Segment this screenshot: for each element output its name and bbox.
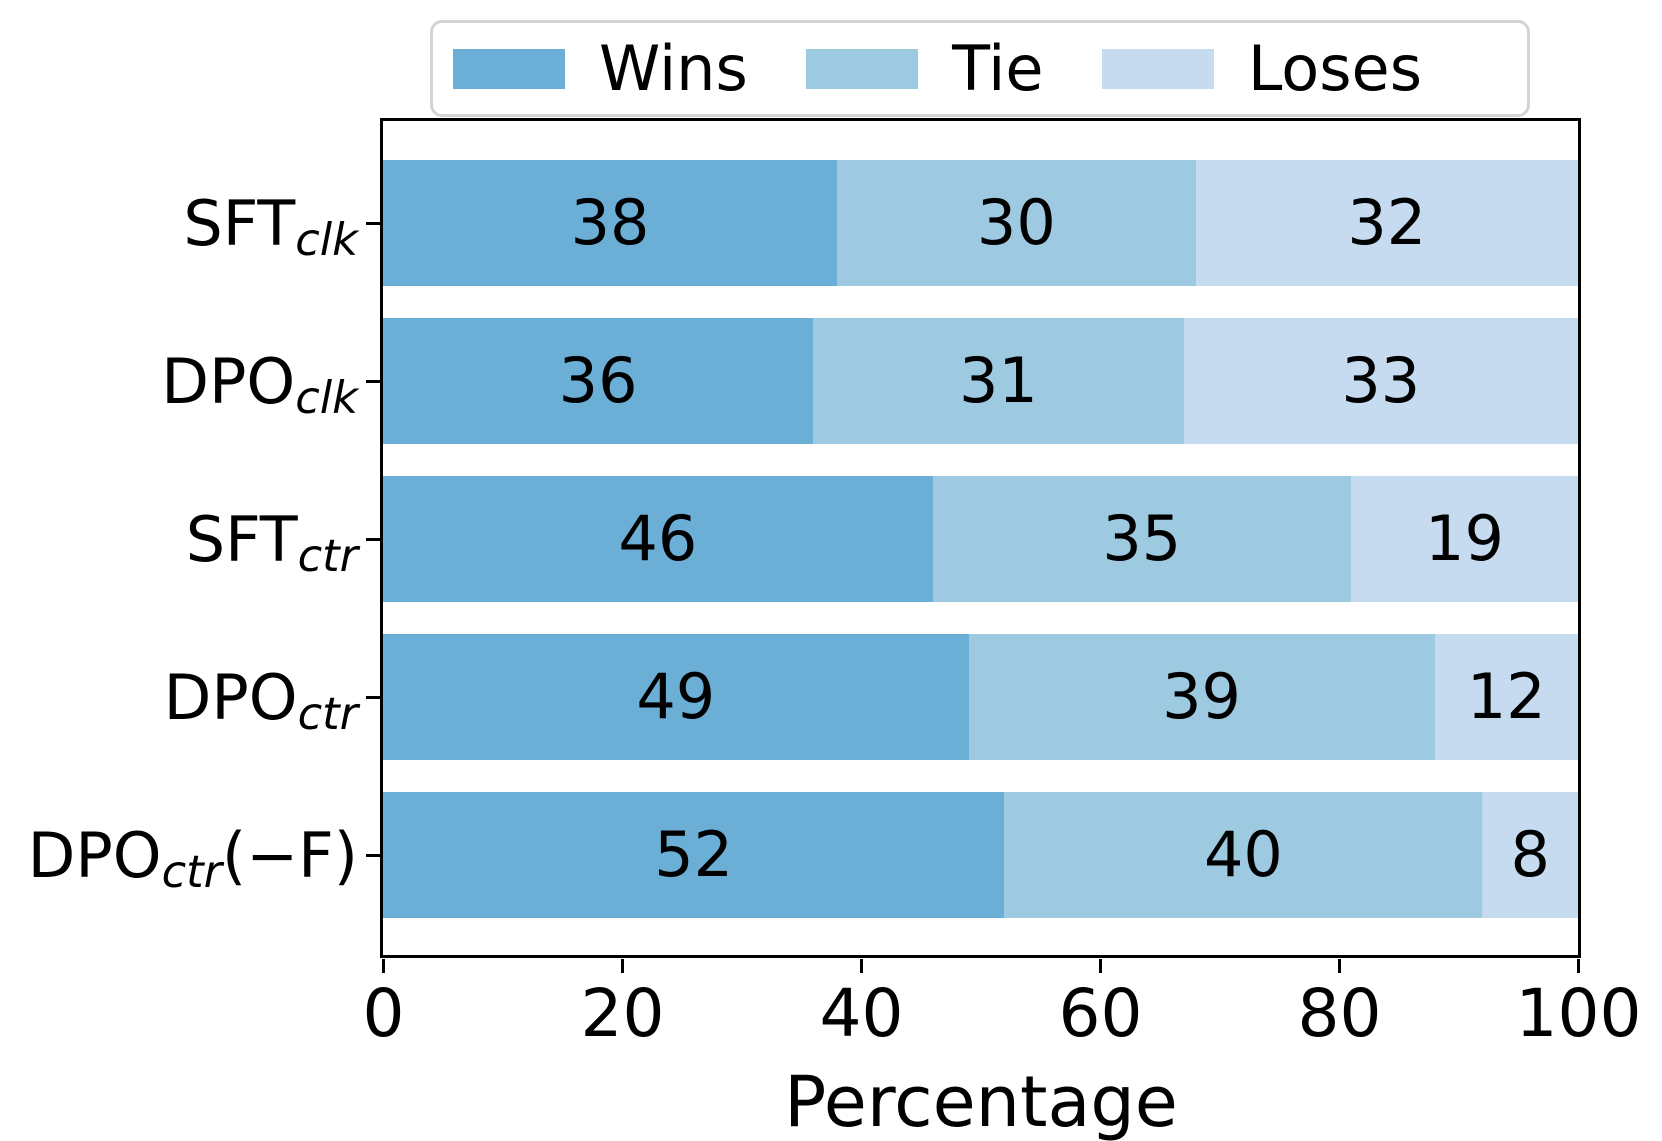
- category-label-dpo-clk: DPOclk: [0, 337, 358, 427]
- legend-item-tie: Tie: [806, 31, 1044, 105]
- x-tick-label-100: 100: [1515, 975, 1642, 1052]
- x-tick: [1337, 959, 1342, 973]
- legend-item-wins: Wins: [453, 31, 748, 105]
- bar-row-dpo-ctr-f: 52 40 8: [383, 792, 1578, 918]
- y-tick: [366, 537, 380, 542]
- bar-segment-tie-dpo-ctr: 39: [968, 634, 1435, 760]
- bar-segment-wins-sft-clk: 38: [383, 160, 838, 286]
- bar-value: 36: [558, 344, 638, 417]
- x-tick: [859, 959, 864, 973]
- bar-value: 38: [570, 186, 650, 259]
- plot-area: 38 30 32 36 31 33 46 35 19 49 39 12 52 40 8: [380, 118, 1581, 958]
- bar-value: 30: [976, 186, 1056, 259]
- bar-value: 46: [618, 502, 698, 575]
- bar-value: 49: [636, 660, 716, 733]
- legend-swatch-tie: [806, 48, 919, 89]
- x-tick: [620, 959, 625, 973]
- x-tick-label-60: 60: [1058, 975, 1143, 1052]
- x-tick-label-80: 80: [1297, 975, 1382, 1052]
- y-tick: [366, 379, 380, 384]
- bar-value: 19: [1425, 502, 1504, 575]
- y-tick: [366, 695, 380, 700]
- legend-label-wins: Wins: [599, 31, 748, 105]
- bar-row-sft-ctr: 46 35 19: [383, 476, 1578, 602]
- bar-value: 8: [1510, 818, 1550, 891]
- legend-swatch-loses: [1101, 48, 1214, 89]
- y-tick: [366, 221, 380, 226]
- bar-segment-loses-dpo-ctr: 12: [1434, 634, 1578, 760]
- bar-row-sft-clk: 38 30 32: [383, 160, 1578, 286]
- bar-value: 52: [654, 818, 734, 891]
- category-label-subscript: ctr: [161, 845, 222, 898]
- x-tick-label-40: 40: [819, 975, 904, 1052]
- bar-row-dpo-clk: 36 31 33: [383, 318, 1578, 444]
- bar-segment-tie-sft-ctr: 35: [932, 476, 1351, 602]
- legend-swatch-wins: [453, 48, 565, 89]
- category-label-text: (−F): [222, 818, 358, 892]
- bar-segment-tie-sft-clk: 30: [837, 160, 1196, 286]
- legend: Wins Tie Loses: [430, 20, 1530, 117]
- category-label-text: SFT: [185, 502, 298, 576]
- bar-value: 35: [1102, 502, 1182, 575]
- category-label-text: DPO: [163, 660, 298, 734]
- bar-value: 31: [958, 344, 1038, 417]
- x-tick: [1098, 959, 1103, 973]
- bar-segment-wins-dpo-clk: 36: [383, 318, 814, 444]
- category-label-dpo-ctr-f: DPOctr(−F): [0, 811, 358, 901]
- category-label-text: SFT: [183, 186, 296, 260]
- y-tick: [366, 853, 380, 858]
- bar-segment-wins-dpo-ctr-f: 52: [383, 792, 1005, 918]
- x-tick: [381, 959, 386, 973]
- bar-value: 39: [1162, 660, 1242, 733]
- category-label-text: DPO: [161, 344, 296, 418]
- category-label-subscript: clk: [295, 213, 358, 266]
- category-label-subscript: ctr: [297, 687, 358, 740]
- category-label-sft-ctr: SFTctr: [0, 495, 358, 585]
- x-tick-label-20: 20: [580, 975, 665, 1052]
- legend-label-loses: Loses: [1247, 31, 1422, 105]
- bar-row-dpo-ctr: 49 39 12: [383, 634, 1578, 760]
- bar-segment-wins-sft-ctr: 46: [383, 476, 933, 602]
- bar-value: 40: [1203, 818, 1283, 891]
- legend-label-tie: Tie: [952, 31, 1044, 105]
- x-tick-label-0: 0: [362, 975, 405, 1052]
- category-label-text: DPO: [27, 818, 162, 892]
- category-label-sft-clk: SFTclk: [0, 179, 358, 269]
- category-label-subscript: ctr: [297, 529, 358, 582]
- x-axis-title: Percentage: [784, 1061, 1178, 1141]
- x-tick: [1576, 959, 1581, 973]
- bar-value: 33: [1341, 344, 1421, 417]
- category-label-subscript: clk: [295, 371, 358, 424]
- category-label-dpo-ctr: DPOctr: [0, 653, 358, 743]
- legend-item-loses: Loses: [1101, 31, 1422, 105]
- bar-segment-loses-sft-ctr: 19: [1350, 476, 1578, 602]
- bar-value: 32: [1347, 186, 1427, 259]
- bar-segment-loses-dpo-ctr-f: 8: [1482, 792, 1578, 918]
- bar-segment-tie-dpo-ctr-f: 40: [1004, 792, 1483, 918]
- bar-value: 12: [1466, 660, 1546, 733]
- bar-segment-wins-dpo-ctr: 49: [383, 634, 969, 760]
- bar-segment-loses-sft-clk: 32: [1195, 160, 1578, 286]
- bar-segment-tie-dpo-clk: 31: [813, 318, 1184, 444]
- bar-segment-loses-dpo-clk: 33: [1183, 318, 1578, 444]
